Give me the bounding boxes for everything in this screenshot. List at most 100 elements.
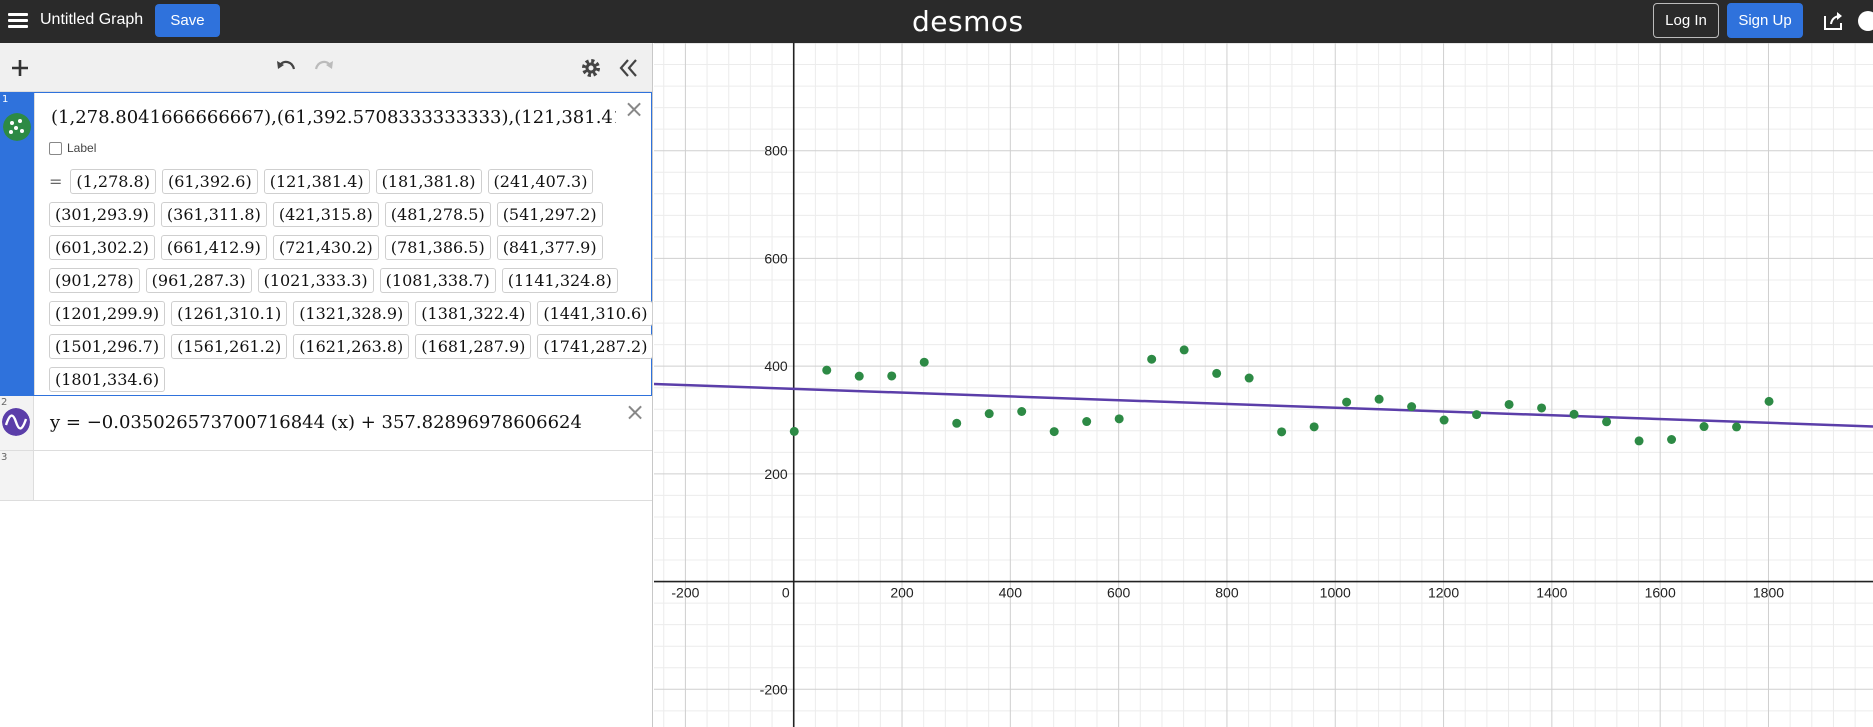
- data-point: [1309, 422, 1319, 432]
- point-chip[interactable]: (1501,296.7): [49, 334, 166, 359]
- data-point: [1537, 403, 1547, 413]
- login-button[interactable]: Log In: [1653, 3, 1719, 38]
- signup-button[interactable]: Sign Up: [1727, 3, 1803, 38]
- expression-item-empty[interactable]: 3: [0, 451, 652, 501]
- point-chip[interactable]: (1021,333.3): [257, 268, 374, 293]
- point-chip[interactable]: (781,386.5): [384, 235, 491, 260]
- data-point: [1277, 427, 1287, 437]
- point-chip[interactable]: (361,311.8): [160, 202, 267, 227]
- gear-icon[interactable]: [578, 55, 604, 81]
- data-point: [1699, 422, 1709, 432]
- expression-latex[interactable]: y = −0.035026573700716844 (x) + 357.8289…: [50, 412, 582, 433]
- data-point: [984, 409, 994, 419]
- plus-icon[interactable]: [7, 55, 33, 81]
- x-tick-label: -200: [671, 585, 699, 601]
- expression-index: 2: [1, 397, 8, 408]
- close-icon[interactable]: ×: [623, 95, 645, 123]
- point-values: = (1,278.8) (61,392.6) (121,381.4) (181,…: [49, 165, 654, 396]
- expression-gutter[interactable]: 2: [0, 396, 34, 450]
- y-tick-label: 400: [764, 358, 788, 374]
- data-point: [1114, 414, 1124, 424]
- point-chip[interactable]: (541,297.2): [496, 202, 603, 227]
- point-chip[interactable]: (481,278.5): [384, 202, 491, 227]
- regression-line: [654, 382, 1873, 428]
- point-chip[interactable]: (1,278.8): [70, 169, 156, 194]
- collapse-icon[interactable]: [616, 55, 642, 81]
- point-chip[interactable]: (1741,287.2): [537, 334, 654, 359]
- data-point: [1472, 410, 1482, 420]
- point-chip[interactable]: (1381,322.4): [415, 301, 532, 326]
- expression-gutter[interactable]: 1: [1, 93, 35, 395]
- point-chip[interactable]: (901,278): [49, 268, 140, 293]
- point-chip[interactable]: (1441,310.6): [537, 301, 654, 326]
- equals-sign: =: [49, 172, 63, 191]
- data-point: [887, 371, 897, 381]
- x-tick-label: 400: [999, 585, 1023, 601]
- point-chip[interactable]: (601,302.2): [49, 235, 155, 260]
- data-point: [1602, 417, 1612, 427]
- curve-icon[interactable]: [2, 408, 30, 436]
- point-chip[interactable]: (301,293.9): [49, 202, 155, 227]
- expression-latex[interactable]: (1,278.8041666666667),(61,392.5708333333…: [51, 107, 616, 128]
- point-chip[interactable]: (1561,261.2): [171, 334, 288, 359]
- expression-item-points[interactable]: 1 (1,278.8041666666667),(61,392.57083333…: [0, 92, 654, 396]
- point-chip[interactable]: (1081,338.7): [379, 268, 496, 293]
- data-point: [1179, 345, 1189, 355]
- point-chip[interactable]: (241,407.3): [487, 169, 594, 194]
- data-point: [1732, 422, 1742, 432]
- y-tick-label: 600: [764, 250, 788, 266]
- data-point: [1764, 396, 1774, 406]
- data-point: [919, 357, 929, 367]
- y-tick-label: 800: [764, 143, 788, 159]
- hamburger-icon[interactable]: [8, 10, 28, 30]
- point-chip[interactable]: (721,430.2): [272, 235, 379, 260]
- redo-icon[interactable]: [311, 55, 337, 81]
- point-chip[interactable]: (661,412.9): [160, 235, 267, 260]
- data-point: [1667, 435, 1677, 445]
- point-chip[interactable]: (421,315.8): [272, 202, 379, 227]
- y-tick-label: -200: [760, 681, 788, 697]
- point-chip[interactable]: (1201,299.9): [49, 301, 166, 326]
- point-chip[interactable]: (1681,287.9): [415, 334, 532, 359]
- label-checkbox[interactable]: [49, 141, 62, 155]
- data-point: [1504, 399, 1514, 409]
- undo-icon[interactable]: [273, 55, 299, 81]
- point-chip[interactable]: (181,381.8): [375, 169, 482, 194]
- share-icon[interactable]: [1822, 10, 1846, 32]
- label-text: Label: [67, 141, 97, 155]
- point-chip[interactable]: (1801,334.6): [49, 367, 166, 392]
- x-tick-label: 1600: [1645, 585, 1676, 601]
- point-chip[interactable]: (1141,324.8): [501, 268, 618, 293]
- graph-title[interactable]: Untitled Graph: [40, 11, 144, 28]
- expression-gutter[interactable]: 3: [0, 451, 34, 500]
- point-chip[interactable]: (61,392.6): [161, 169, 258, 194]
- data-point: [1212, 368, 1222, 378]
- data-point: [1439, 415, 1449, 425]
- point-chip[interactable]: (961,287.3): [145, 268, 252, 293]
- save-button[interactable]: Save: [155, 4, 220, 37]
- expression-item-line[interactable]: 2 y = −0.035026573700716844 (x) + 357.82…: [0, 396, 652, 451]
- x-tick-label: 200: [890, 585, 914, 601]
- close-icon[interactable]: ×: [624, 398, 646, 426]
- graph-area[interactable]: -200 0 200 400 600 800 1000 1200 1400 1600 1800 800…: [654, 43, 1873, 727]
- x-tick-label: 1400: [1536, 585, 1567, 601]
- data-point: [1147, 354, 1157, 364]
- x-tick-label: 1200: [1428, 585, 1459, 601]
- label-toggle[interactable]: Label: [49, 141, 96, 155]
- point-chip[interactable]: (1261,310.1): [171, 301, 288, 326]
- data-point: [1244, 373, 1254, 383]
- point-chip[interactable]: (1621,263.8): [293, 334, 410, 359]
- x-tick-label: 1800: [1753, 585, 1784, 601]
- data-point: [1342, 397, 1352, 407]
- graph-canvas[interactable]: -200 0 200 400 600 800 1000 1200 1400 1600 1800 800…: [654, 43, 1873, 727]
- point-chip[interactable]: (1321,328.9): [293, 301, 410, 326]
- data-point: [1374, 394, 1384, 404]
- data-point: [1569, 409, 1579, 419]
- help-icon[interactable]: [1858, 11, 1873, 31]
- y-tick-label: 200: [764, 466, 788, 482]
- point-chip[interactable]: (121,381.4): [263, 169, 370, 194]
- data-point: [1634, 436, 1644, 446]
- point-chip[interactable]: (841,377.9): [496, 235, 603, 260]
- data-point: [1017, 406, 1027, 416]
- scatter-points-icon[interactable]: [3, 113, 31, 141]
